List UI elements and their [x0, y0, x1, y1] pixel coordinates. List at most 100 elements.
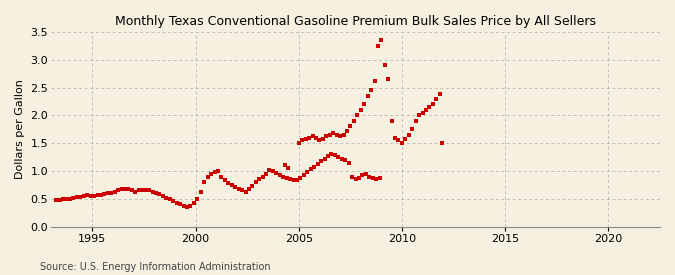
Point — [257, 174, 268, 179]
Point — [61, 197, 72, 201]
Point — [348, 119, 359, 123]
Point — [367, 175, 378, 180]
Point — [103, 191, 113, 196]
Point — [321, 134, 331, 139]
Point — [336, 156, 347, 161]
Point — [421, 108, 431, 112]
Point — [188, 200, 199, 205]
Point — [355, 108, 366, 112]
Point — [82, 193, 92, 198]
Point — [359, 102, 370, 106]
Point — [357, 173, 368, 178]
Point — [267, 169, 278, 173]
Point — [192, 197, 202, 201]
Point — [195, 190, 206, 194]
Point — [244, 186, 254, 191]
Point — [175, 202, 186, 207]
Point — [400, 136, 411, 141]
Point — [226, 183, 237, 187]
Point — [68, 196, 79, 200]
Point — [417, 110, 428, 115]
Point — [254, 177, 265, 182]
Point — [199, 180, 210, 184]
Point — [57, 197, 68, 202]
Point — [140, 188, 151, 192]
Point — [99, 192, 110, 197]
Point — [75, 194, 86, 199]
Point — [178, 204, 189, 208]
Point — [310, 135, 321, 140]
Point — [157, 194, 168, 198]
Point — [209, 170, 220, 174]
Point — [96, 193, 107, 197]
Point — [116, 187, 127, 191]
Point — [130, 189, 140, 194]
Point — [182, 205, 192, 209]
Point — [295, 176, 306, 180]
Point — [376, 38, 387, 42]
Point — [151, 191, 161, 195]
Point — [314, 138, 325, 142]
Y-axis label: Dollars per Gallon: Dollars per Gallon — [15, 79, 25, 179]
Point — [325, 133, 335, 137]
Point — [379, 63, 390, 67]
Point — [338, 133, 349, 137]
Point — [137, 188, 148, 192]
Point — [92, 193, 103, 198]
Point — [313, 161, 323, 166]
Point — [283, 166, 294, 170]
Point — [323, 154, 333, 158]
Point — [185, 204, 196, 208]
Point — [436, 141, 447, 145]
Point — [85, 194, 96, 198]
Point — [317, 136, 328, 141]
Point — [275, 173, 286, 177]
Point — [206, 172, 217, 176]
Point — [72, 195, 82, 199]
Point — [78, 194, 89, 198]
Point — [292, 178, 302, 183]
Point — [424, 105, 435, 109]
Point — [168, 199, 179, 203]
Point — [352, 113, 362, 117]
Point — [109, 190, 120, 194]
Point — [147, 189, 158, 194]
Point — [134, 188, 144, 192]
Point — [113, 188, 124, 192]
Point — [354, 175, 364, 180]
Point — [165, 197, 176, 202]
Point — [386, 119, 397, 123]
Point — [369, 79, 380, 83]
Point — [247, 184, 258, 188]
Point — [127, 188, 138, 192]
Point — [309, 164, 320, 169]
Point — [328, 131, 339, 135]
Point — [342, 129, 352, 133]
Point — [333, 155, 344, 159]
Point — [304, 135, 315, 140]
Point — [300, 136, 311, 141]
Point — [393, 138, 404, 142]
Point — [261, 172, 271, 176]
Point — [360, 172, 371, 176]
Point — [350, 177, 361, 182]
Point — [389, 135, 400, 140]
Point — [223, 181, 234, 185]
Point — [230, 184, 240, 189]
Point — [123, 187, 134, 191]
Point — [154, 192, 165, 197]
Point — [298, 173, 309, 178]
Point — [371, 177, 381, 182]
Point — [106, 191, 117, 195]
Point — [65, 197, 76, 201]
Point — [51, 198, 61, 203]
Point — [373, 44, 383, 48]
Point — [383, 77, 394, 81]
Point — [344, 160, 354, 165]
Point — [307, 134, 318, 138]
Point — [240, 189, 251, 194]
Point — [364, 174, 375, 179]
Point — [237, 188, 248, 192]
Point — [171, 200, 182, 205]
Point — [366, 88, 377, 92]
